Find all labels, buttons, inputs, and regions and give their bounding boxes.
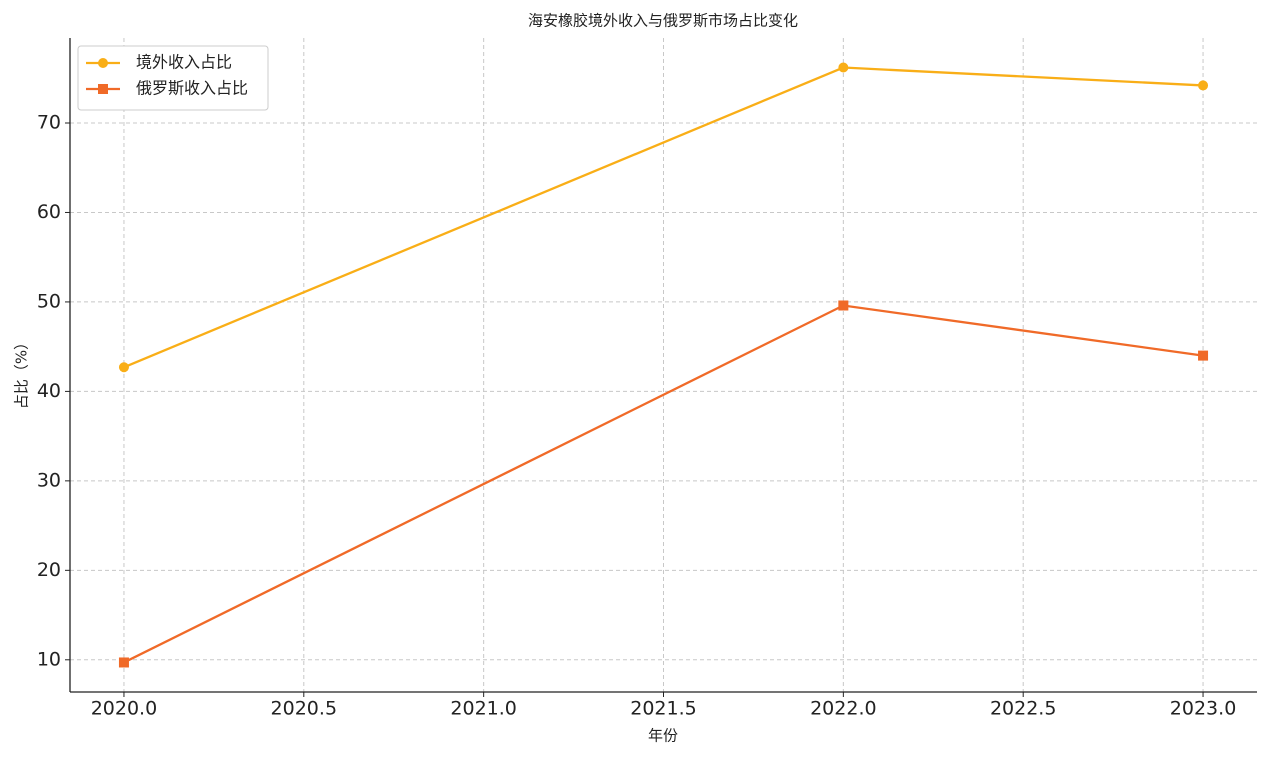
x-tick-label: 2023.0: [1170, 698, 1236, 720]
legend-label: 俄罗斯收入占比: [136, 79, 248, 98]
data-point: [838, 62, 849, 73]
x-axis-label: 年份: [648, 727, 678, 745]
y-tick-label: 20: [37, 559, 61, 581]
x-tick-label: 2020.0: [91, 698, 157, 720]
x-tick-label: 2020.5: [271, 698, 337, 720]
y-axis-label: 占比（%）: [13, 335, 31, 409]
series-line: [123, 66, 1204, 369]
x-tick-label: 2022.5: [990, 698, 1056, 720]
x-tick-label: 2021.0: [450, 698, 516, 720]
legend-box: [77, 45, 269, 111]
legend-label: 境外收入占比: [136, 53, 232, 72]
legend-marker: [98, 84, 108, 94]
chart-title: 海安橡胶境外收入与俄罗斯市场占比变化: [528, 12, 798, 30]
x-tick-label: 2022.0: [810, 698, 876, 720]
data-point: [1198, 80, 1209, 91]
y-tick-label: 10: [37, 648, 61, 670]
y-tick-label: 60: [37, 201, 61, 223]
data-point: [1198, 350, 1209, 361]
data-point: [118, 657, 129, 668]
x-tick-label: 2021.5: [630, 698, 696, 720]
data-point: [838, 300, 849, 311]
y-tick-label: 30: [37, 469, 61, 491]
data-point: [118, 362, 129, 373]
y-tick-label: 50: [37, 290, 61, 312]
y-tick-label: 40: [37, 380, 61, 402]
legend-marker: [98, 58, 108, 68]
y-tick-label: 70: [37, 111, 61, 133]
